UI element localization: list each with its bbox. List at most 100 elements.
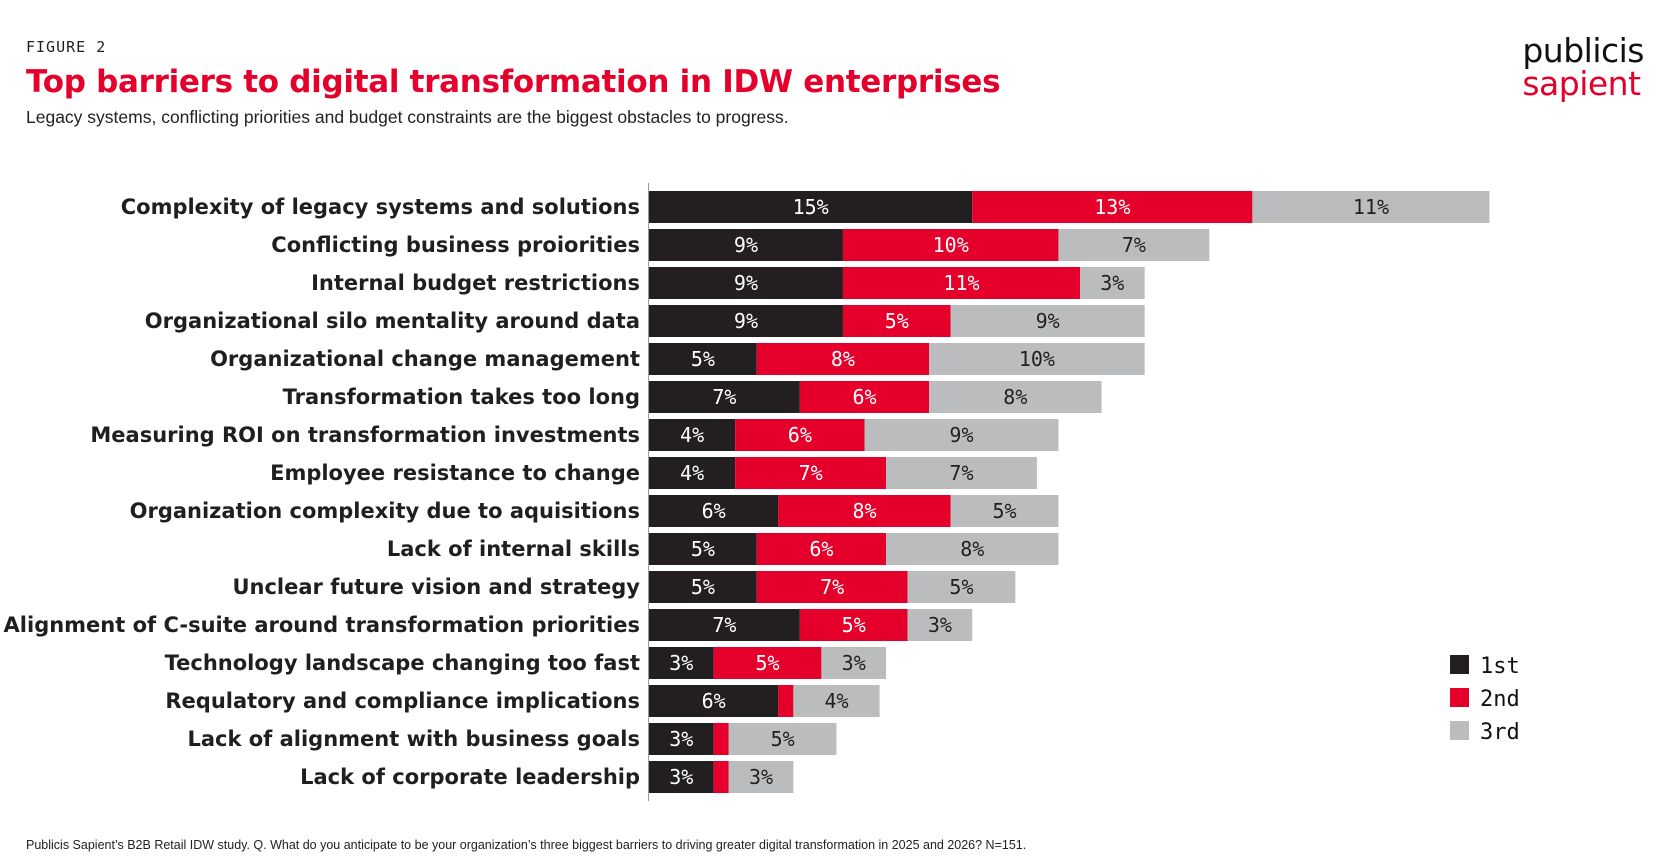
bar-segment-2nd [842, 267, 1080, 299]
value-label: 7% [949, 461, 973, 485]
value-label: 11% [943, 271, 979, 295]
bar-segment-1st [649, 723, 714, 755]
value-label: 7% [820, 575, 844, 599]
category-label: Lack of corporate leadership [300, 765, 640, 789]
value-label: 5% [771, 727, 795, 751]
value-label: 9% [1036, 309, 1060, 333]
bar-segment-3rd [1080, 267, 1145, 299]
value-label: 4% [824, 689, 848, 713]
bar-segment-1st [649, 647, 714, 679]
value-label: 4% [680, 423, 704, 447]
publicis-sapient-logo: publicis sapient [1522, 34, 1644, 100]
category-label: Alignment of C-suite around transformati… [4, 613, 640, 637]
value-label: 8% [831, 347, 855, 371]
legend-swatch-2nd [1450, 688, 1469, 707]
category-label: Employee resistance to change [270, 461, 640, 485]
bar-segment-2nd [842, 229, 1059, 261]
value-label: 13% [1094, 195, 1130, 219]
bar-segment-1st [649, 495, 779, 527]
value-label: 8% [1003, 385, 1027, 409]
bar-segment-1st [649, 419, 736, 451]
bar-segment-2nd [778, 495, 951, 527]
bar-segment-3rd [886, 533, 1059, 565]
category-label: Conflicting business proiorities [271, 233, 640, 257]
value-label: 3% [669, 651, 693, 675]
value-label: 11% [1353, 195, 1389, 219]
bar-segment-1st [649, 229, 843, 261]
legend-label: 1st [1480, 654, 1520, 679]
category-label: Organizational silo mentality around dat… [145, 309, 640, 333]
value-label: 7% [799, 461, 823, 485]
value-label: 5% [993, 499, 1017, 523]
value-label: 10% [1019, 347, 1055, 371]
bar-segment-3rd [1252, 191, 1490, 223]
value-label: 6% [788, 423, 812, 447]
value-label: 4% [680, 461, 704, 485]
bar-segment-1st [649, 761, 714, 793]
bar-segment-3rd [886, 457, 1037, 489]
value-label: 7% [712, 613, 736, 637]
value-label: 6% [702, 689, 726, 713]
bar-segment-1st [649, 457, 736, 489]
figure-label: FIGURE 2 [26, 38, 107, 56]
value-label: 7% [712, 385, 736, 409]
category-label: Requlatory and compliance implications [165, 689, 640, 713]
value-label: 5% [755, 651, 779, 675]
value-label: 3% [1100, 271, 1124, 295]
bar-segment-1st [649, 267, 843, 299]
bar-segment-1st [649, 381, 800, 413]
value-label: 8% [852, 499, 876, 523]
bar-segment-1st [649, 191, 973, 223]
bar-segment-3rd [907, 571, 1016, 603]
bars-group: 15% 13% 11% 9% 10% 7% 9% 11% 3% 9% 5% 9% 5% 8% 10% 7% 6%… [649, 191, 1490, 793]
bar-segment-3rd [728, 761, 794, 793]
value-label: 7% [1122, 233, 1146, 257]
category-label: Complexity of legacy systems and solutio… [121, 195, 640, 219]
bar-segment-3rd [864, 419, 1059, 451]
bar-segment-3rd [821, 647, 887, 679]
value-label: 5% [885, 309, 909, 333]
bar-segment-2nd [778, 685, 794, 717]
bar-segment-1st [649, 343, 757, 375]
category-label: Organization complexity due to aquisitio… [130, 499, 640, 523]
logo-line-sapient: sapient [1522, 64, 1641, 103]
value-label: 3% [669, 727, 693, 751]
bar-segment-2nd [735, 457, 887, 489]
bar-segment-2nd [972, 191, 1253, 223]
value-label: 9% [734, 309, 758, 333]
bar-segment-3rd [950, 305, 1145, 337]
chart-title: Top barriers to digital transformation i… [26, 64, 1001, 100]
bar-segment-2nd [842, 305, 951, 337]
category-label: Lack of internal skills [387, 537, 640, 561]
bar-segment-2nd [756, 571, 908, 603]
value-label: 10% [933, 233, 969, 257]
bar-segment-2nd [713, 761, 729, 793]
value-label: 3% [842, 651, 866, 675]
category-labels: Complexity of legacy systems and solutio… [4, 195, 641, 789]
bar-segment-3rd [929, 343, 1145, 375]
value-label: 5% [842, 613, 866, 637]
bar-segment-3rd [1058, 229, 1210, 261]
bar-segment-2nd [799, 381, 930, 413]
value-label: 6% [702, 499, 726, 523]
bar-segment-3rd [728, 723, 837, 755]
bar-segment-2nd [799, 609, 908, 641]
bar-segment-1st [649, 533, 757, 565]
bar-segment-1st [649, 685, 779, 717]
value-label: 3% [669, 765, 693, 789]
bar-segment-2nd [713, 647, 822, 679]
value-label: 15% [793, 195, 829, 219]
legend-swatch-3rd [1450, 721, 1469, 740]
value-label: 9% [734, 271, 758, 295]
bar-segment-2nd [713, 723, 729, 755]
category-label: Unclear future vision and strategy [232, 575, 640, 599]
value-label: 3% [928, 613, 952, 637]
bar-segment-3rd [950, 495, 1059, 527]
value-label: 9% [949, 423, 973, 447]
value-label: 5% [691, 575, 715, 599]
chart-subtitle: Legacy systems, conflicting priorities a… [26, 107, 789, 127]
footnote: Publicis Sapient’s B2B Retail IDW study.… [26, 838, 1027, 852]
logo-line-publicis: publicis [1522, 31, 1644, 70]
category-label: Technology landscape changing too fast [165, 651, 640, 675]
